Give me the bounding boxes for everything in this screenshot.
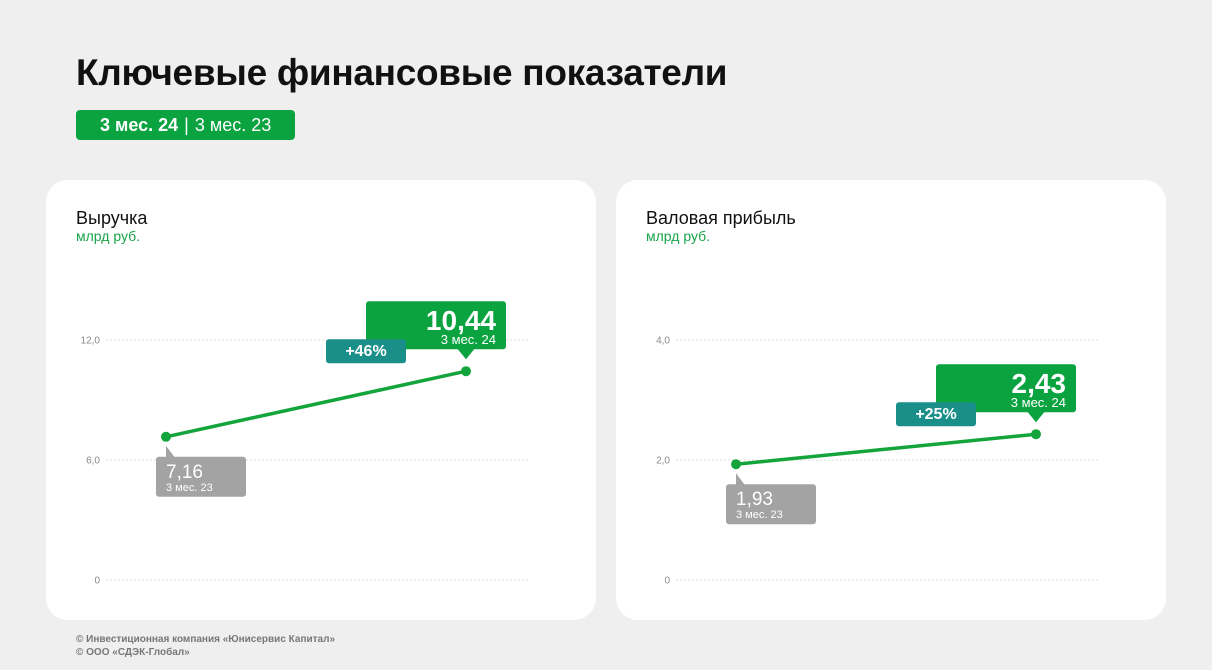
data-label-value: 7,16 xyxy=(166,462,203,483)
y-tick-label: 12,0 xyxy=(81,336,101,347)
data-label-period: 3 мес. 24 xyxy=(1011,395,1066,410)
label-pointer xyxy=(457,348,475,360)
prev-value-label: 1,933 мес. 23 xyxy=(726,473,816,525)
footer: © Инвестиционная компания «Юнисервис Кап… xyxy=(76,633,335,659)
label-box xyxy=(366,301,506,350)
footer-line: © Инвестиционная компания «Юнисервис Кап… xyxy=(76,634,336,645)
change-badge-box xyxy=(326,339,406,364)
change-badge: +46% xyxy=(326,339,406,364)
chart-unit: млрд руб. xyxy=(76,228,141,244)
revenue-card: Выручка млрд руб. 12,0 6,0 0 7,16 3 мес. 23 1… xyxy=(46,180,596,620)
gross-profit-card: Валовая прибыль млрд руб. 4,0 2,0 0 1,93 3 м… xyxy=(616,180,1166,620)
label-pointer xyxy=(1027,411,1045,423)
period-badge: 3 мес. 24 | 3 мес. 23 xyxy=(76,110,296,140)
data-label-value: 10,44 xyxy=(426,305,496,336)
change-badge-box xyxy=(896,402,976,427)
footer-line: © ООО «СДЭК-Глобал» xyxy=(76,647,190,658)
cur-value-label: 10,443 мес. 24 xyxy=(366,301,506,360)
chart-title: Выручка xyxy=(76,208,148,228)
data-label-value: 2,43 xyxy=(1012,368,1067,399)
data-label-period: 3 мес. 24 xyxy=(441,332,496,347)
label-box xyxy=(726,484,816,525)
chart-unit: млрд руб. xyxy=(646,228,711,244)
page-title: Ключевые финансовые показатели xyxy=(76,52,728,93)
data-point xyxy=(1031,429,1041,440)
data-label-value: 1,93 xyxy=(736,489,773,510)
change-badge-label: +25% xyxy=(915,406,956,423)
period-current: 3 мес. 24 xyxy=(100,114,179,135)
label-pointer xyxy=(736,473,745,486)
y-tick-label: 0 xyxy=(94,576,100,587)
data-point xyxy=(731,459,741,470)
data-point xyxy=(461,366,471,377)
y-tick-label: 0 xyxy=(664,576,670,587)
data-label-period: 3 мес. 23 xyxy=(736,509,783,521)
label-box xyxy=(936,364,1076,413)
series-line xyxy=(734,432,1038,466)
change-badge: +25% xyxy=(896,402,976,427)
y-tick-label: 4,0 xyxy=(656,336,670,347)
period-previous: 3 мес. 23 xyxy=(194,114,272,135)
label-pointer xyxy=(166,445,175,458)
series-line xyxy=(164,369,468,439)
data-label-period: 3 мес. 23 xyxy=(166,482,213,494)
chart-title: Валовая прибыль xyxy=(646,208,796,228)
y-tick-label: 2,0 xyxy=(656,456,670,467)
data-point xyxy=(161,431,171,442)
label-box xyxy=(156,456,246,497)
prev-value-label: 7,163 мес. 23 xyxy=(156,445,246,497)
y-tick-label: 6,0 xyxy=(86,456,100,467)
gross-profit-chart: 4,02,001,933 мес. 232,433 мес. 24+25% xyxy=(656,336,1098,587)
cur-value-label: 2,433 мес. 24 xyxy=(936,364,1076,423)
change-badge-label: +46% xyxy=(345,343,386,360)
period-separator: | xyxy=(184,114,189,135)
